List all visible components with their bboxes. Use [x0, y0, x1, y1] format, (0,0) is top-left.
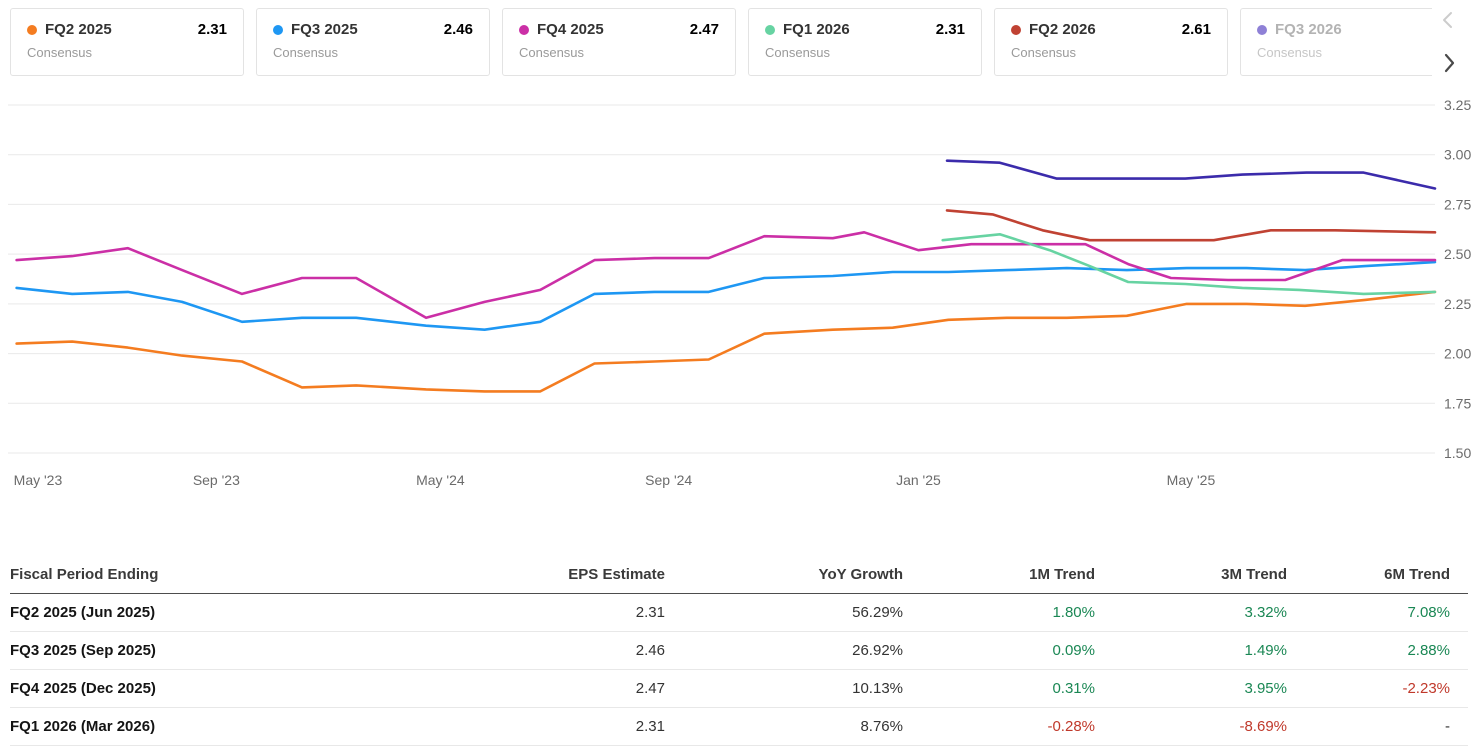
- legend-card-label: FQ2 2025: [45, 21, 112, 38]
- yoy-cell: 10.13%: [683, 669, 921, 708]
- legend-card-fq1-2026[interactable]: FQ1 2026 2.31 Consensus: [748, 8, 982, 76]
- trend-3m-cell: 3.95%: [1113, 669, 1305, 708]
- legend-card-sublabel: Consensus: [273, 45, 339, 60]
- series-color-dot: [273, 24, 283, 35]
- legend-card-value: 2.47: [689, 21, 719, 38]
- trend-1m-cell: 1.80%: [921, 593, 1113, 632]
- x-axis-tick-label: Sep '23: [193, 472, 240, 488]
- table-header-row: Fiscal Period Ending EPS Estimate YoY Gr…: [10, 556, 1468, 594]
- legend-card-header: FQ2 2025 2.31: [27, 21, 227, 38]
- eps-estimates-chart[interactable]: 3.25 3.00 2.75 2.50 2.25 2.00 1.75 1.50 May '23 S…: [0, 88, 1478, 500]
- series-color-dot: [765, 24, 775, 35]
- legend-card-header: FQ2 2026 2.61: [1011, 21, 1211, 38]
- eps-cell: 2.31: [430, 707, 683, 746]
- legend-card-label: FQ3 2025: [291, 21, 358, 38]
- col-header-1m-trend: 1M Trend: [921, 556, 1113, 594]
- series-color-dot: [1011, 24, 1021, 35]
- legend-card-value: 2.31: [197, 21, 227, 38]
- eps-trend-line-chart[interactable]: 3.25 3.00 2.75 2.50 2.25 2.00 1.75 1.50 May '23 S…: [0, 88, 1478, 500]
- x-axis-tick-label: May '23: [14, 472, 63, 488]
- legend-card-header: FQ3 2026: [1257, 21, 1457, 38]
- trend-3m-cell: -8.69%: [1113, 707, 1305, 746]
- yoy-cell: 8.76%: [683, 707, 921, 746]
- period-cell: FQ4 2025 (Dec 2025): [10, 669, 430, 708]
- eps-estimates-table: Fiscal Period Ending EPS Estimate YoY Gr…: [10, 556, 1468, 746]
- forecast-legend-carousel: FQ2 2025 2.31 Consensus FQ3 2025 2.46 Co…: [0, 0, 1478, 76]
- y-axis-tick-label: 2.00: [1444, 346, 1471, 362]
- series-line-fq2-2026-consensus: [945, 209, 1437, 242]
- series-line-fq4-2025-consensus: [15, 231, 1437, 320]
- carousel-prev-button[interactable]: [1440, 10, 1456, 30]
- legend-card-header: FQ4 2025 2.47: [519, 21, 719, 38]
- table-row: FQ4 2025 (Dec 2025) 2.47 10.13% 0.31% 3.…: [10, 669, 1468, 708]
- eps-cell: 2.46: [430, 631, 683, 670]
- trend-1m-cell: 0.09%: [921, 631, 1113, 670]
- legend-card-value: 2.61: [1181, 21, 1211, 38]
- table-row: FQ3 2025 (Sep 2025) 2.46 26.92% 0.09% 1.…: [10, 631, 1468, 670]
- legend-card-value: 2.46: [443, 21, 473, 38]
- y-axis-tick-label: 2.25: [1444, 296, 1471, 312]
- y-axis-tick-label: 2.50: [1444, 246, 1471, 262]
- legend-card-label: FQ1 2026: [783, 21, 850, 38]
- legend-card-fq4-2025[interactable]: FQ4 2025 2.47 Consensus: [502, 8, 736, 76]
- legend-card-header: FQ1 2026 2.31: [765, 21, 965, 38]
- legend-card-sublabel: Consensus: [1257, 45, 1323, 60]
- trend-1m-cell: -0.28%: [921, 707, 1113, 746]
- legend-card-fq2-2026[interactable]: FQ2 2026 2.61 Consensus: [994, 8, 1228, 76]
- legend-card-value: 2.31: [935, 21, 965, 38]
- x-axis-tick-label: May '25: [1167, 472, 1216, 488]
- trend-3m-cell: 3.32%: [1113, 593, 1305, 632]
- table-row: FQ2 2025 (Jun 2025) 2.31 56.29% 1.80% 3.…: [10, 593, 1468, 632]
- legend-card-header: FQ3 2025 2.46: [273, 21, 473, 38]
- x-axis-tick-label: May '24: [416, 472, 465, 488]
- eps-cell: 2.47: [430, 669, 683, 708]
- table-row: FQ1 2026 (Mar 2026) 2.31 8.76% -0.28% -8…: [10, 707, 1468, 746]
- series-color-dot: [27, 24, 37, 35]
- legend-card-label: FQ2 2026: [1029, 21, 1096, 38]
- eps-cell: 2.31: [430, 593, 683, 632]
- chevron-right-icon: [1444, 53, 1455, 73]
- period-cell: FQ2 2025 (Jun 2025): [10, 593, 430, 632]
- y-axis-tick-label: 2.75: [1444, 196, 1471, 212]
- col-header-3m-trend: 3M Trend: [1113, 556, 1305, 594]
- carousel-nav: [1432, 8, 1478, 76]
- yoy-cell: 26.92%: [683, 631, 921, 670]
- legend-card-label: FQ3 2026: [1275, 21, 1342, 38]
- series-line-fq1-2026-consensus: [941, 233, 1437, 296]
- carousel-next-button[interactable]: [1440, 52, 1458, 74]
- y-axis-tick-label: 3.00: [1444, 147, 1471, 163]
- legend-card-fq2-2025[interactable]: FQ2 2025 2.31 Consensus: [10, 8, 244, 76]
- trend-6m-cell: -2.23%: [1305, 669, 1468, 708]
- col-header-fiscal-period: Fiscal Period Ending: [10, 556, 430, 594]
- estimates-table-section: Fiscal Period Ending EPS Estimate YoY Gr…: [10, 556, 1478, 746]
- chevron-left-icon: [1443, 12, 1452, 28]
- trend-6m-cell: 2.88%: [1305, 631, 1468, 670]
- col-header-6m-trend: 6M Trend: [1305, 556, 1468, 594]
- y-axis-tick-label: 1.75: [1444, 395, 1471, 411]
- yoy-cell: 56.29%: [683, 593, 921, 632]
- legend-card-sublabel: Consensus: [27, 45, 93, 60]
- trend-3m-cell: 1.49%: [1113, 631, 1305, 670]
- x-axis-tick-label: Jan '25: [896, 472, 941, 488]
- trend-6m-cell: 7.08%: [1305, 593, 1468, 632]
- legend-card-label: FQ4 2025: [537, 21, 604, 38]
- x-axis-tick-label: Sep '24: [645, 472, 692, 488]
- col-header-eps-estimate: EPS Estimate: [430, 556, 683, 594]
- series-color-dot: [1257, 24, 1267, 35]
- period-cell: FQ1 2026 (Mar 2026): [10, 707, 430, 746]
- series-color-dot: [519, 24, 529, 35]
- trend-6m-cell: -: [1305, 707, 1468, 746]
- series-line-fq3-2025-consensus: [15, 260, 1437, 331]
- y-axis-tick-label: 3.25: [1444, 97, 1471, 113]
- legend-card-sublabel: Consensus: [519, 45, 585, 60]
- col-header-yoy-growth: YoY Growth: [683, 556, 921, 594]
- y-axis-tick-label: 1.50: [1444, 445, 1471, 461]
- legend-card-sublabel: Consensus: [1011, 45, 1077, 60]
- legend-card-sublabel: Consensus: [765, 45, 831, 60]
- trend-1m-cell: 0.31%: [921, 669, 1113, 708]
- legend-card-fq3-2025[interactable]: FQ3 2025 2.46 Consensus: [256, 8, 490, 76]
- period-cell: FQ3 2025 (Sep 2025): [10, 631, 430, 670]
- series-line-fq3-2026-consensus: [945, 159, 1437, 190]
- series-line-fq2-2025-consensus: [15, 290, 1437, 393]
